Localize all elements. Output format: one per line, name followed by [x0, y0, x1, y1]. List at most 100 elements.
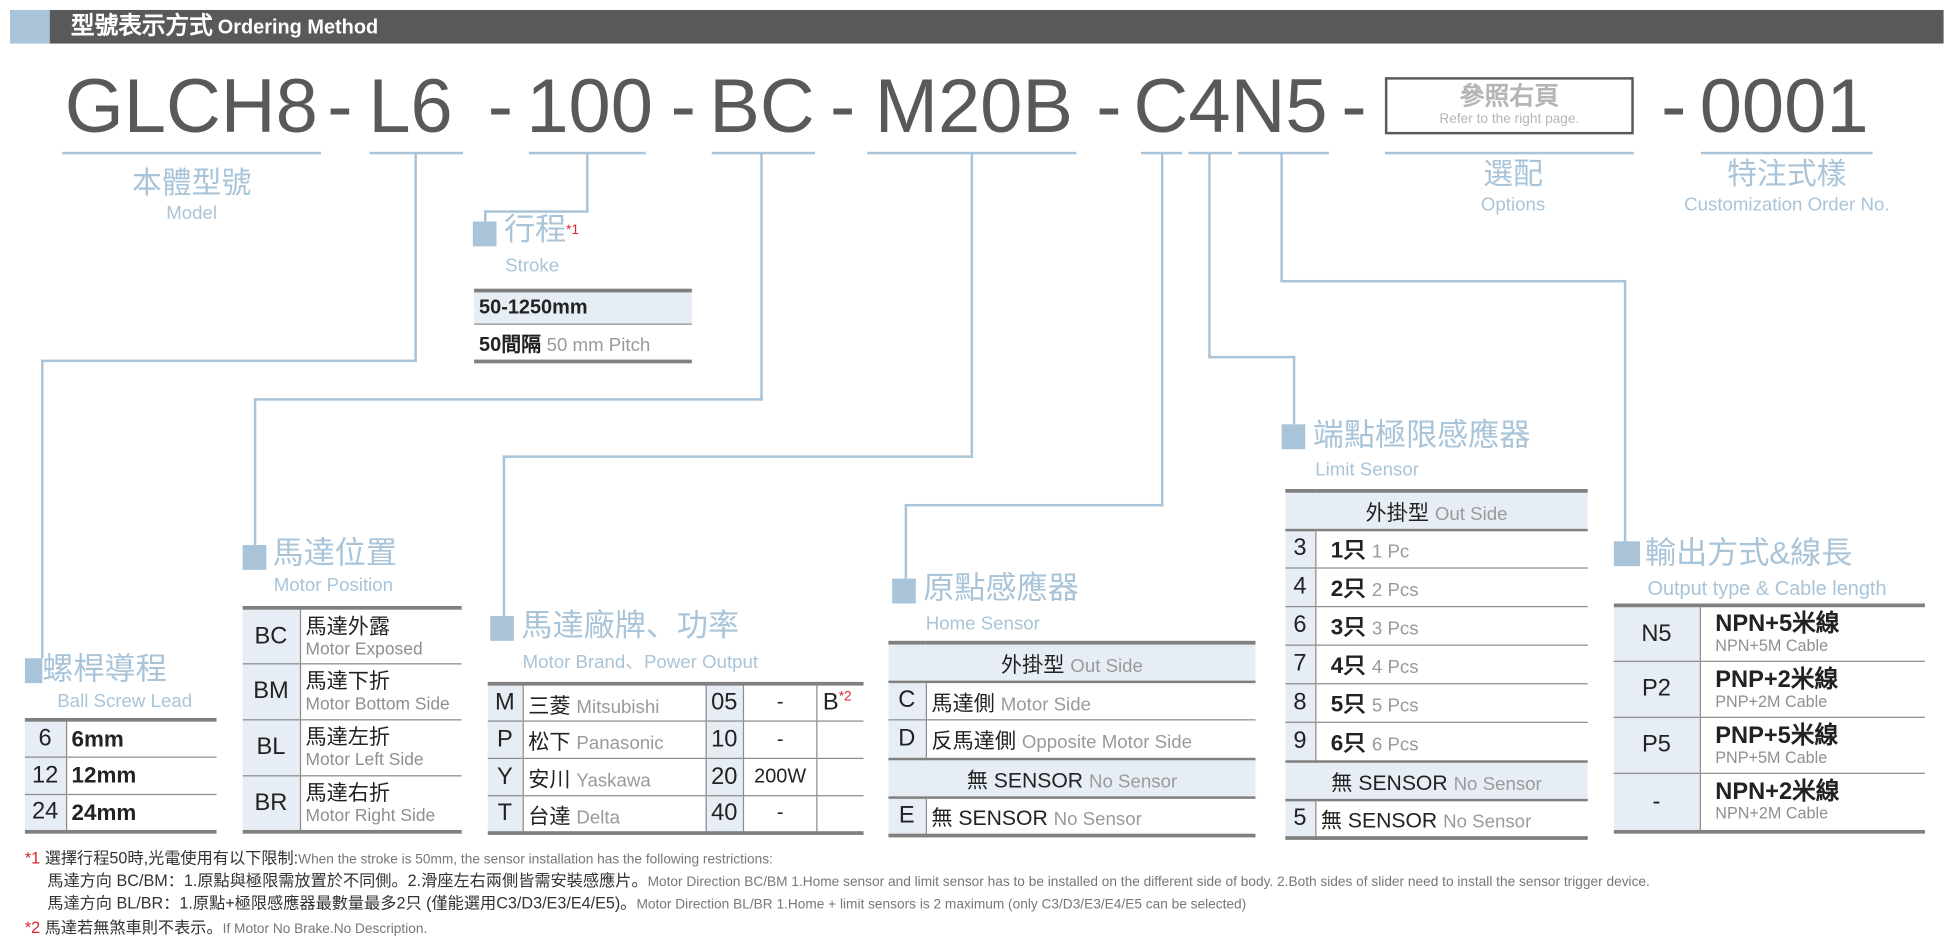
table-row: BL 馬達左折 Motor Left Side [242, 719, 462, 776]
underline [711, 151, 816, 155]
stroke-pitch-en: 50 mm Pitch [546, 334, 651, 356]
footnote-1: *1 選擇行程50時,光電使用有以下限制:When the stroke is … [25, 845, 773, 869]
sensor-zh: 馬達側 [931, 691, 995, 716]
brand-en: Panasonic [576, 732, 664, 755]
stroke-title: 行程*1 [504, 212, 579, 249]
section-marker-icon [1281, 424, 1306, 450]
position-en: Motor Left Side [305, 749, 424, 769]
footnote-mark: *1 [24, 848, 41, 868]
stroke-table: 50-1250mm 50間隔 50 mm Pitch [474, 288, 692, 364]
section-marker-icon [472, 221, 497, 247]
sensor-en: Opposite Motor Side [1021, 731, 1193, 754]
table-row: 24 24mm [24, 793, 217, 832]
code-custom: 0001 [1699, 63, 1869, 149]
sensor-code: 8 [1285, 683, 1316, 723]
code-dash: - [829, 63, 856, 149]
output-en: PNP+2M Cable [1715, 691, 1828, 710]
brand-code: M [487, 683, 524, 722]
table-row: 6 3只 3 Pcs [1285, 605, 1588, 646]
position-en: Motor Right Side [305, 804, 436, 825]
table-row: BM 馬達下折 Motor Bottom Side [242, 663, 462, 720]
label-model: 本體型號 Model [67, 167, 316, 227]
output-title-en: Output type & Cable length [1647, 578, 1887, 600]
position-code: BR [242, 775, 301, 832]
output-title-zh: 輸出方式&線長 [1644, 536, 1853, 572]
header-bar: 型號表示方式 Ordering Method [49, 9, 1944, 44]
table-row: 3 1只 1 Pc [1285, 528, 1588, 569]
table-row: - NPN+2米線 NPN+2M Cable [1613, 772, 1925, 832]
position-zh: 馬達右折 [305, 780, 391, 805]
sensor-en: 3 Pcs [1371, 618, 1419, 640]
underline [1141, 151, 1183, 155]
footnote-en: Motor Direction BL/BR 1.Home + limit sen… [636, 897, 1247, 913]
table-row: Y 安川 Yaskawa 20 200W [487, 757, 864, 796]
sensor-zh: 1只 [1330, 537, 1366, 563]
brand-en: Yaskawa [576, 770, 651, 792]
code-dash: - [1661, 63, 1687, 149]
table-row: D 反馬達側 Opposite Motor Side [888, 719, 1256, 759]
header-accent-block [9, 9, 50, 44]
lead-title-zh: 螺桿導程 [42, 652, 167, 687]
power-value: - [743, 795, 818, 834]
stroke-range: 50-1250mm [474, 289, 692, 325]
footnote-1-line-2: 馬達方向 BC/BM：1.原點與極限需放置於不同側。2.滑座左右兩側皆需安裝感應… [47, 867, 1650, 891]
power-code: 10 [705, 720, 744, 759]
section-marker-icon [892, 578, 916, 604]
stroke-pitch-zh: 50間隔 [479, 334, 542, 356]
label-model-en: Model [166, 202, 218, 224]
table-row: N5 NPN+5米線 NPN+5M Cable [1613, 604, 1925, 662]
label-model-zh: 本體型號 [131, 166, 252, 201]
output-zh: PNP+2米線 [1715, 666, 1839, 693]
lead-value: 12mm [65, 756, 217, 795]
table-row: 9 6只 6 Pcs [1285, 721, 1588, 761]
motor-brand-title-en: Motor Brand、Power Output [522, 652, 759, 674]
sensor-code: 4 [1285, 567, 1316, 607]
motor-position-title-zh: 馬達位置 [272, 536, 397, 572]
sensor-zh: 無 SENSOR [1320, 809, 1438, 833]
sensor-en: 6 Pcs [1371, 733, 1419, 755]
none-zh: 無 SENSOR [1331, 770, 1448, 795]
underline [369, 151, 463, 155]
header-en: Out Side [1070, 655, 1143, 677]
header-zh: 外掛型 [1000, 652, 1065, 677]
brake-code: B [822, 689, 839, 716]
underline [62, 151, 322, 155]
sensor-code: 5 [1285, 798, 1316, 839]
table-row: M 三菱 Mitsubishi 05- B*2 [487, 683, 864, 722]
sensor-code: 3 [1285, 528, 1316, 569]
label-custom-en: Customization Order No. [1684, 194, 1890, 216]
code-dash: - [1341, 63, 1367, 149]
sensor-en: Motor Side [1000, 694, 1091, 716]
footnote-en: When the stroke is 50mm, the sensor inst… [298, 852, 773, 868]
output-en: NPN+2M Cable [1715, 803, 1829, 823]
footnote-mark: *2 [24, 918, 41, 937]
power-value: - [743, 683, 818, 722]
sensor-code: D [888, 719, 927, 759]
home-none-header: 無 SENSOR No Sensor [888, 757, 1256, 797]
footnote-ref: *1 [566, 222, 580, 238]
output-table: N5 NPN+5米線 NPN+5M Cable P2 PNP+2米線 PNP+2M Ca… [1613, 603, 1925, 834]
home-sensor-title-en: Home Sensor [925, 613, 1040, 635]
header-title-zh: 型號表示方式 [70, 13, 213, 40]
position-zh: 馬達左折 [305, 725, 391, 750]
output-code: N5 [1613, 604, 1701, 662]
label-custom-zh: 特注式樣 [1727, 158, 1847, 192]
output-code: - [1613, 772, 1701, 832]
position-code: BC [242, 607, 301, 664]
code-dash: - [327, 63, 353, 149]
table-row: 6 6mm [24, 719, 217, 758]
lead-value: 24mm [65, 793, 217, 832]
position-en: Motor Bottom Side [305, 693, 450, 713]
label-options: 選配 Options [1389, 158, 1638, 218]
footnote-en: Motor Direction BC/BM 1.Home sensor and … [647, 874, 1650, 890]
sensor-code: E [888, 795, 927, 836]
sensor-zh: 5只 [1330, 691, 1366, 717]
footnote-zh: 馬達方向 BC/BM：1.原點與極限需放置於不同側。2.滑座左右兩側皆需安裝感應… [47, 871, 648, 890]
lead-title-en: Ball Screw Lead [57, 690, 193, 712]
header-zh: 外掛型 [1365, 501, 1430, 525]
motor-position-title-en: Motor Position [273, 574, 394, 597]
sensor-code: 9 [1285, 721, 1316, 761]
limit-sensor-header: 外掛型 Out Side [1285, 490, 1588, 530]
section-marker-icon [1613, 541, 1640, 567]
output-en: PNP+5M Cable [1715, 747, 1828, 766]
